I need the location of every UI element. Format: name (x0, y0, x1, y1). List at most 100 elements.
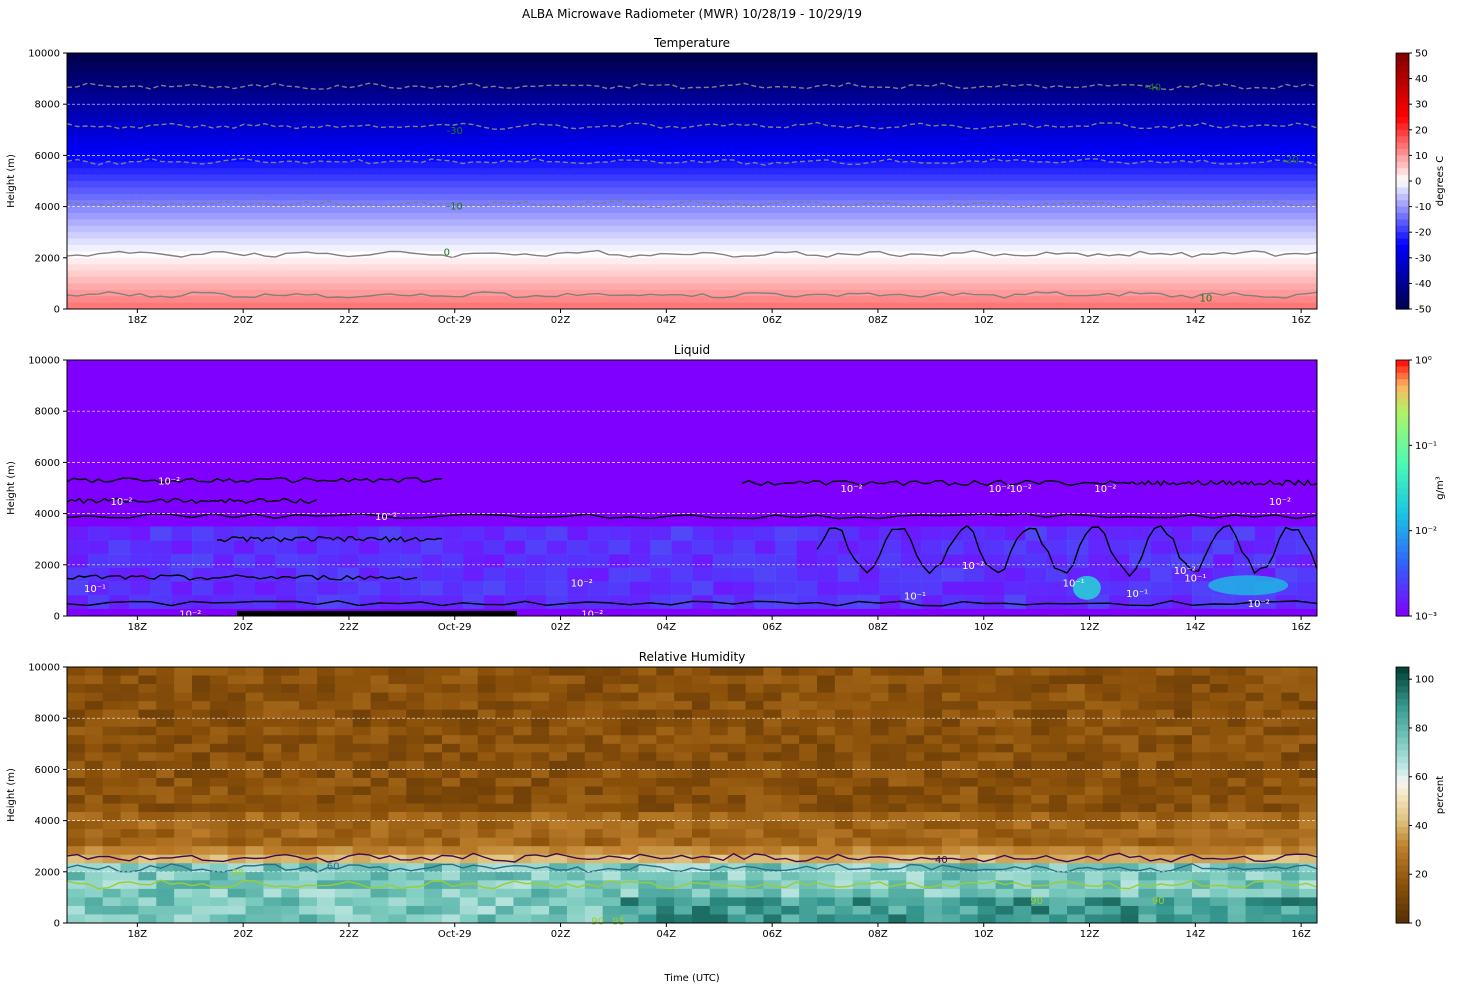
rh-cell (1263, 880, 1282, 890)
rh-cell (1299, 701, 1317, 711)
rh-cell (192, 863, 211, 873)
colorbar-segment (1396, 161, 1409, 169)
rh-cell (477, 726, 497, 736)
rh-cell (477, 684, 497, 694)
rh-cell (370, 752, 390, 762)
colorbar-segment (1396, 782, 1409, 790)
rh-cell (1067, 812, 1086, 822)
rh-cell (192, 871, 211, 881)
rh-cell (495, 752, 515, 762)
rh-cell (656, 735, 675, 745)
rh-cell (602, 735, 622, 745)
rh-cell (102, 752, 122, 762)
colorbar-tick-label: 50 (1415, 49, 1428, 60)
rh-cell (263, 820, 282, 830)
rh-cell (692, 854, 711, 864)
liquid-cell (837, 526, 860, 541)
liquid-cell (400, 526, 422, 541)
rh-cell (995, 701, 1015, 711)
rh-cell (334, 667, 354, 677)
rh-cell (1031, 718, 1050, 728)
rh-cell (584, 718, 604, 728)
rh-cell (817, 743, 836, 753)
rh-cell (442, 888, 461, 898)
liquid-cell (1233, 540, 1256, 555)
rh-cell (102, 743, 122, 753)
x-tick-label: 20Z (233, 929, 253, 940)
x-tick-label: 06Z (762, 622, 782, 633)
rh-cell (620, 718, 640, 728)
y-axis-label: Height (m) (6, 461, 17, 515)
liquid-cell (317, 567, 339, 582)
rh-cell (1013, 735, 1032, 745)
rh-cell (1263, 709, 1282, 719)
rh-cell (352, 684, 372, 694)
rh-cell (227, 829, 247, 839)
contour-label: -40 (1145, 82, 1161, 93)
rh-cell (638, 837, 657, 847)
rh-cell (817, 786, 836, 796)
liquid-cell (358, 526, 381, 541)
axes-frame (66, 666, 1318, 924)
rh-cell (834, 709, 854, 719)
rh-cell (227, 692, 247, 702)
rh-cell (513, 880, 532, 890)
rh-cell (156, 846, 175, 856)
rh-cell (245, 769, 265, 779)
rh-cell (531, 743, 550, 753)
liquid-cell (108, 581, 131, 596)
y-tick-label: 0 (54, 612, 60, 623)
rh-cell (692, 701, 711, 711)
rh-cell (727, 752, 747, 762)
rh-cell (317, 905, 336, 916)
rh-cell (299, 684, 318, 694)
rh-cell (192, 726, 211, 736)
liquid-cell (1296, 540, 1317, 555)
rh-cell (1013, 888, 1032, 898)
liquid-cell (671, 581, 693, 596)
liquid-cell (1004, 526, 1026, 541)
rh-cell (299, 871, 318, 881)
rh-cell (317, 777, 336, 788)
rh-cell (602, 718, 622, 728)
rh-cell (1031, 854, 1050, 864)
rh-cell (495, 837, 515, 847)
rh-cell (424, 692, 443, 702)
rh-cell (227, 735, 247, 745)
rh-cell (1245, 743, 1265, 753)
rh-cell (1013, 777, 1032, 788)
rh-cell (120, 786, 140, 796)
rh-cell (459, 735, 479, 745)
rh-cell (120, 667, 140, 677)
rh-cell (942, 905, 961, 916)
rh-cell (852, 820, 872, 830)
rh-cell (817, 667, 836, 677)
rh-cell (281, 735, 300, 745)
rh-cell (334, 846, 354, 856)
rh-cell (102, 692, 122, 702)
rh-cell (317, 667, 336, 677)
liquid-cell (171, 553, 193, 568)
rh-cell (156, 675, 175, 685)
rh-cell (352, 905, 372, 916)
rh-cell (709, 786, 729, 796)
rh-cell (138, 905, 157, 916)
rh-cell (370, 803, 390, 813)
liquid-cell (317, 540, 339, 555)
rh-cell (674, 863, 693, 873)
rh-cell (995, 718, 1015, 728)
rh-cell (1049, 718, 1068, 728)
rh-cell (1084, 820, 1104, 830)
rh-cell (1192, 795, 1211, 805)
rh-cell (1227, 820, 1247, 830)
rh-cell (1192, 735, 1211, 745)
rh-cell (674, 846, 693, 856)
rh-cell (638, 914, 657, 923)
rh-cell (799, 777, 818, 788)
rh-cell (317, 769, 336, 779)
rh-cell (602, 820, 622, 830)
rh-cell (995, 743, 1015, 753)
rh-cell (870, 829, 890, 839)
rh-cell (656, 752, 675, 762)
rh-cell (424, 803, 443, 813)
